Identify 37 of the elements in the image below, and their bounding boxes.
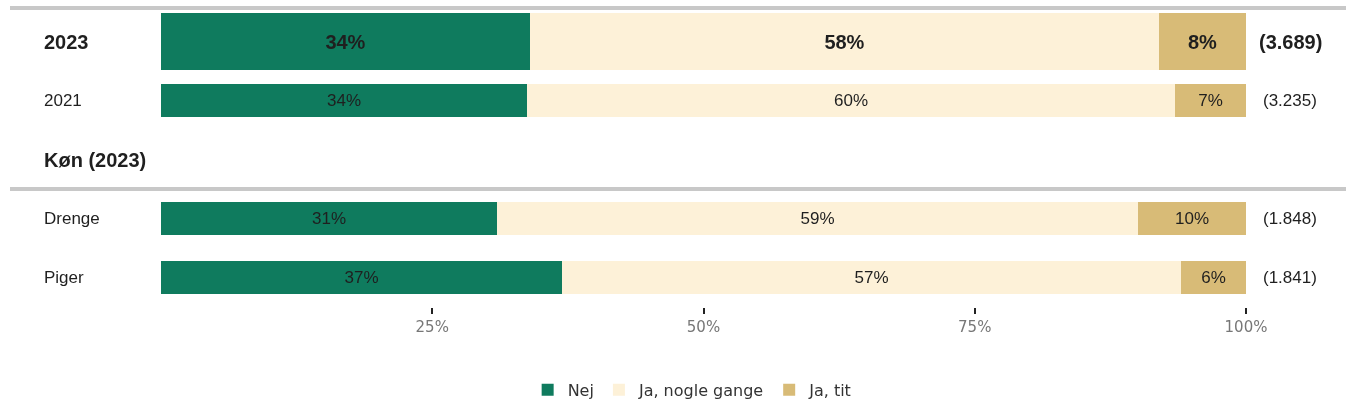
x-tick-label: 100% xyxy=(1224,318,1268,336)
text: (3.689) xyxy=(1259,31,1323,53)
data-label: 37% xyxy=(344,268,379,287)
text: (3.235) xyxy=(1263,91,1317,110)
bar xyxy=(1138,202,1246,235)
y-tick-label: Køn (2023) xyxy=(44,149,147,171)
legend-label: Ja, tit xyxy=(808,380,851,400)
x-tick-label: 25% xyxy=(415,318,449,336)
bar xyxy=(527,84,1175,117)
y-tick-label: 2023 xyxy=(44,31,89,53)
data-label: 34% xyxy=(325,30,366,53)
data-label: 59% xyxy=(800,209,835,228)
bar xyxy=(497,202,1138,235)
data-label: 8% xyxy=(1187,30,1218,53)
y-tick-label: 2021 xyxy=(44,91,82,110)
bar xyxy=(1175,84,1246,117)
bar xyxy=(161,261,562,294)
legend-label: Ja, nogle gange xyxy=(637,380,764,400)
data-label: 58% xyxy=(824,30,865,53)
data-label: 10% xyxy=(1174,209,1210,228)
bar xyxy=(161,84,527,117)
data-label: 57% xyxy=(854,268,889,287)
bar xyxy=(161,202,497,235)
text: (1.848) xyxy=(1263,209,1317,228)
bar xyxy=(562,261,1181,294)
x-tick-label: 75% xyxy=(958,318,992,336)
text: (1.841) xyxy=(1263,268,1317,287)
y-tick-label: Piger xyxy=(44,268,85,287)
legend-label: Nej xyxy=(567,380,594,400)
data-label: 60% xyxy=(833,91,869,110)
data-label: 6% xyxy=(1201,268,1226,287)
data-label: 34% xyxy=(326,91,362,110)
y-tick-label: Drenge xyxy=(44,209,100,228)
data-label: 31% xyxy=(311,209,347,228)
bar xyxy=(1181,261,1246,294)
data-label: 7% xyxy=(1198,91,1223,110)
x-tick-label: 50% xyxy=(686,318,721,336)
